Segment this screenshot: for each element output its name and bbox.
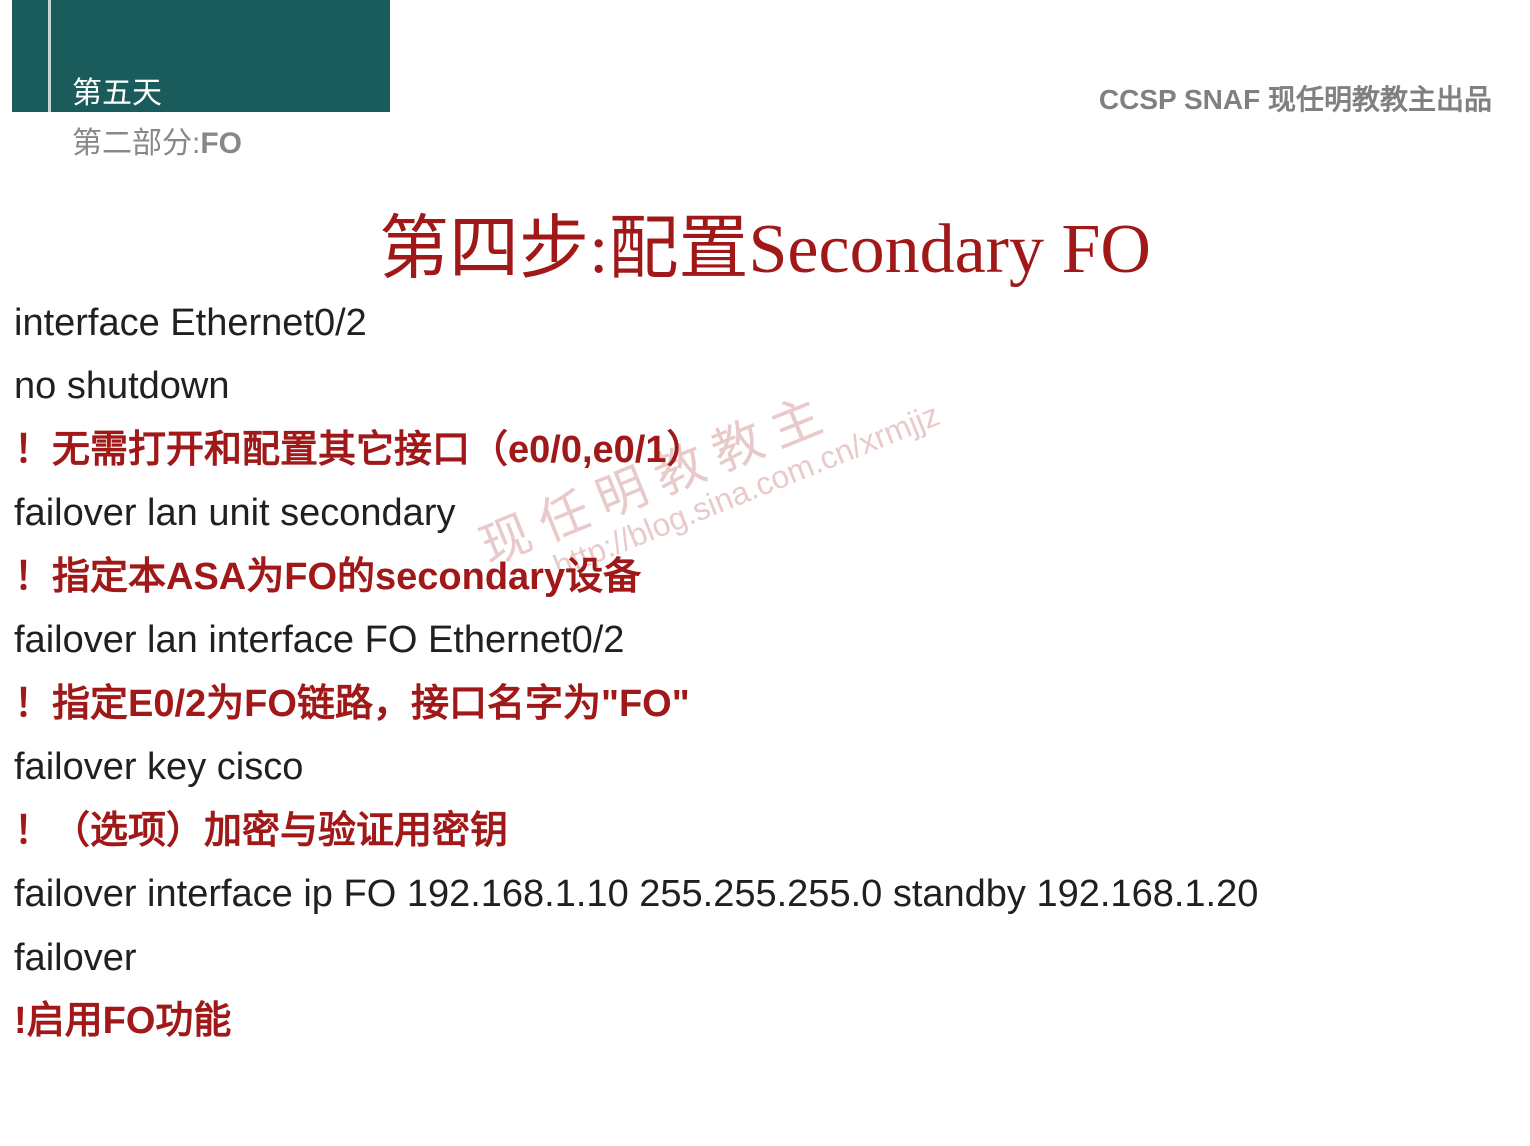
code-line: failover interface ip FO 192.168.1.10 25… [14, 863, 1516, 926]
comment-line: ！指定本ASA为FO的secondary设备 [14, 546, 1516, 609]
source-label: CCSP SNAF 现任明教教主出品 [1099, 78, 1492, 118]
comment-line: ！（选项）加密与验证用密钥 [14, 800, 1516, 863]
comment-line: ！无需打开和配置其它接口（e0/0,e0/1） [14, 419, 1516, 482]
header-block [12, 0, 390, 112]
header-divider [48, 0, 51, 112]
code-line: no shutdown [14, 355, 1516, 418]
main-title: 第四步:配置Secondary FO [0, 192, 1530, 293]
code-line: failover [14, 927, 1516, 990]
comment-line: ！指定E0/2为FO链路，接口名字为"FO" [14, 673, 1516, 736]
code-line: failover lan unit secondary [14, 482, 1516, 545]
code-line: interface Ethernet0/2 [14, 292, 1516, 355]
code-line: failover lan interface FO Ethernet0/2 [14, 609, 1516, 672]
day-label: 第五天 [72, 68, 162, 112]
part-prefix: 第二部分: [72, 127, 200, 160]
comment-line: !启用FO功能 [14, 990, 1516, 1053]
part-suffix: FO [200, 127, 242, 160]
code-line: failover key cisco [14, 736, 1516, 799]
content-block: interface Ethernet0/2 no shutdown ！无需打开和… [14, 292, 1516, 1053]
part-label: 第二部分:FO [72, 118, 242, 162]
